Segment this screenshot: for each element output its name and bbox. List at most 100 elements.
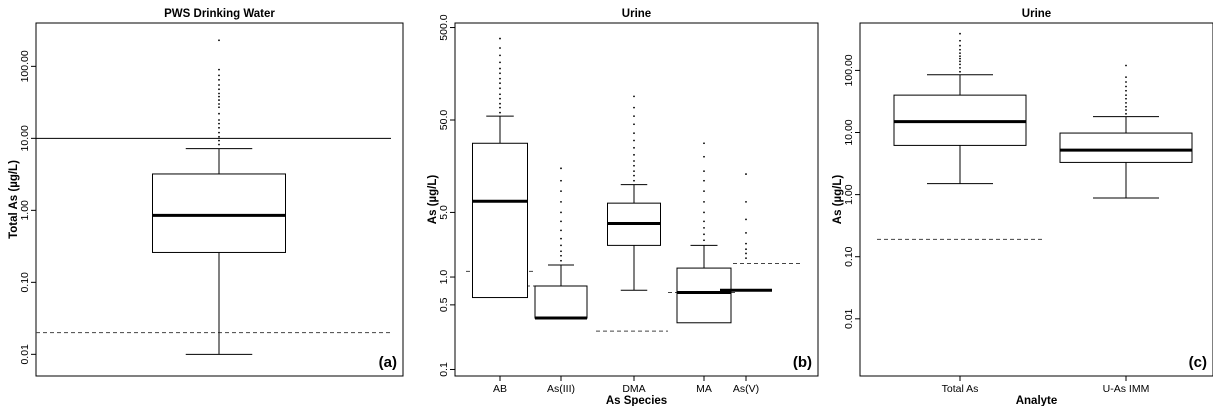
iqr-box [1059, 132, 1193, 163]
y-tick-label: 0.5 [438, 297, 450, 312]
outlier-point [703, 190, 705, 193]
iqr-box [676, 267, 732, 324]
outlier-point [218, 99, 220, 101]
panel-letter: (c) [1189, 354, 1207, 371]
outlier-point [560, 167, 562, 170]
outlier-point [499, 67, 501, 70]
outlier-point [633, 170, 635, 172]
y-tick-label: 0.10 [19, 272, 31, 293]
outlier-point [633, 153, 635, 156]
y-axis-label: As (µg/L) [427, 175, 439, 225]
x-tick-label: Total As [942, 383, 979, 395]
outlier-point [633, 174, 635, 177]
outlier-point [218, 95, 220, 98]
outlier-point [560, 237, 562, 240]
plot-frame [35, 22, 404, 377]
outlier-point [959, 60, 961, 63]
outlier-point [218, 119, 220, 121]
outlier-point [218, 112, 220, 115]
outlier-point [499, 106, 501, 109]
box-MA [676, 142, 732, 324]
outlier-point [745, 242, 747, 245]
outlier-point [218, 88, 220, 91]
iqr-box [472, 142, 528, 299]
y-tick-label: 1.00 [19, 200, 31, 221]
outlier-point [1125, 112, 1127, 115]
outlier-point [499, 82, 501, 85]
y-tick-label: 5.0 [438, 205, 450, 220]
outlier-point [703, 233, 705, 236]
outlier-point [499, 97, 501, 100]
outlier-point [703, 211, 705, 214]
outlier-point [745, 173, 747, 175]
outlier-point [560, 200, 562, 203]
outlier-point [633, 115, 635, 118]
plot-frame [859, 22, 1213, 377]
outlier-point [218, 122, 220, 125]
y-tick-label: 0.01 [843, 308, 855, 329]
chart-title: PWS Drinking Water [164, 8, 275, 20]
box-Total As [893, 32, 1027, 185]
x-tick-label: As(V) [733, 383, 759, 395]
panel-c: Urine As (µg/L) 0.01 0.10 1.00 10.00 100.00 Tot… [832, 8, 1213, 406]
outlier-point [1125, 101, 1127, 104]
outlier-point [703, 239, 705, 242]
outlier-point [499, 111, 501, 114]
outlier-point [218, 39, 220, 42]
panel-a: PWS Drinking Water Total As (µg/L) 0.01 0.1… [8, 8, 404, 377]
panel-letter: (b) [793, 354, 812, 371]
outlier-point [218, 78, 220, 81]
box-all [152, 39, 286, 355]
outlier-point [218, 135, 220, 138]
outlier-point [1125, 64, 1127, 67]
outlier-point [1125, 105, 1127, 108]
outlier-point [499, 37, 501, 40]
y-tick-label: 100.00 [843, 54, 855, 86]
outlier-point [1125, 76, 1127, 79]
outlier-point [499, 61, 501, 64]
outlier-point [703, 155, 705, 158]
outlier-point [218, 139, 220, 142]
outlier-point [499, 47, 501, 49]
outlier-point [218, 143, 220, 146]
outlier-point [633, 164, 635, 167]
y-tick-label: 0.1 [438, 362, 450, 377]
outlier-point [959, 66, 961, 69]
outlier-point [633, 106, 635, 109]
chart-title: Urine [1022, 8, 1051, 20]
outlier-point [703, 142, 705, 145]
outlier-point [703, 170, 705, 172]
outlier-point [560, 179, 562, 182]
outlier-point [1125, 97, 1127, 100]
outlier-point [959, 32, 961, 35]
outlier-point [633, 123, 635, 126]
x-tick-label: DMA [622, 383, 645, 395]
outlier-point [633, 95, 635, 98]
outlier-point [959, 52, 961, 54]
x-tick-label: MA [696, 383, 712, 395]
outlier-point [1125, 81, 1127, 83]
outlier-point [218, 68, 220, 71]
outlier-point [499, 102, 501, 105]
panel-letter: (a) [379, 354, 397, 371]
x-axis-label: Analyte [1016, 395, 1058, 406]
outlier-point [1125, 109, 1127, 111]
outlier-point [560, 259, 562, 262]
outlier-point [560, 211, 562, 214]
outlier-point [218, 106, 220, 109]
plot-frame [454, 22, 819, 377]
outlier-point [560, 244, 562, 247]
outlier-point [499, 72, 501, 75]
y-axis-label: Total As (µg/L) [8, 160, 20, 239]
iqr-box [534, 285, 588, 319]
x-tick-label: AB [493, 383, 507, 395]
y-tick-label: 1.00 [843, 184, 855, 205]
outlier-point [959, 63, 961, 66]
outlier-point [633, 146, 635, 149]
outlier-point [1125, 85, 1127, 88]
outlier-point [560, 250, 562, 253]
outlier-point [218, 74, 220, 77]
y-axis-label: As (µg/L) [832, 175, 844, 225]
outlier-point [959, 70, 961, 73]
